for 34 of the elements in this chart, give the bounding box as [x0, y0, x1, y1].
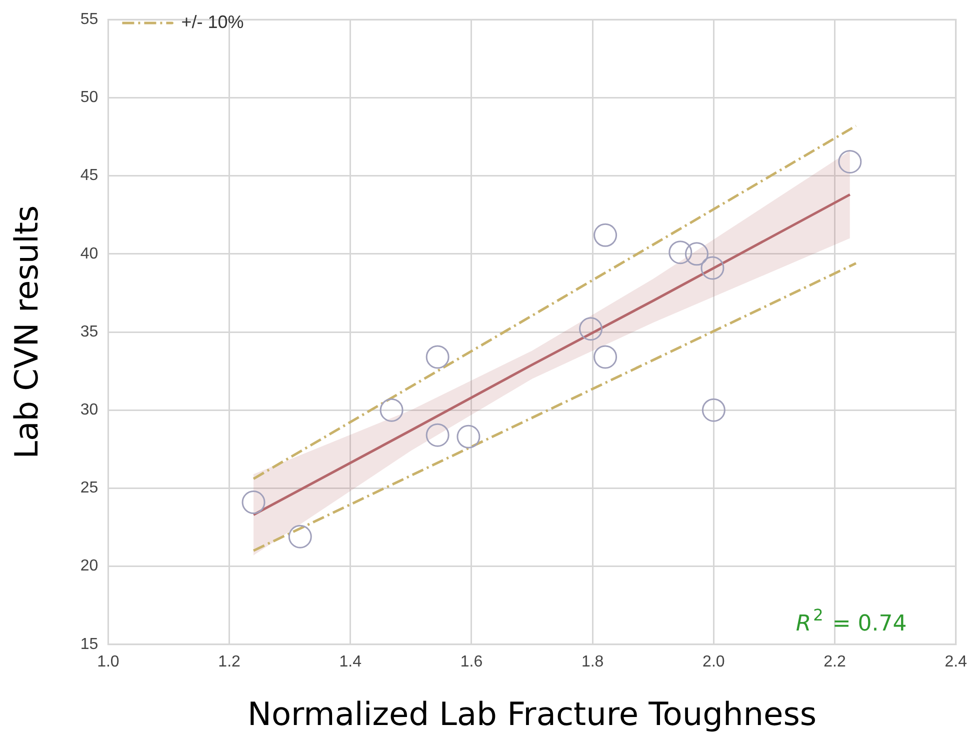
point — [668, 240, 692, 264]
x-axis-title: Normalized Lab Fracture Toughness — [248, 695, 817, 734]
point — [594, 345, 618, 369]
point — [288, 524, 312, 548]
y-tick-label: 20 — [80, 558, 98, 575]
y-tick-label: 35 — [80, 323, 98, 340]
x-tick-label: 2.4 — [944, 653, 968, 670]
point — [456, 424, 480, 448]
point — [426, 423, 450, 447]
x-tick-label: 1.0 — [97, 653, 120, 670]
y-tick-label: 15 — [80, 636, 98, 653]
x-tick-label: 2.2 — [824, 653, 846, 670]
x-tick-label: 1.8 — [581, 653, 604, 670]
point — [684, 242, 708, 266]
x-tick-label: 1.2 — [218, 653, 241, 670]
point — [838, 150, 862, 174]
x-tick-label: 1.6 — [460, 653, 483, 670]
point — [702, 398, 726, 422]
y-tick-label: 50 — [80, 89, 98, 106]
point — [380, 398, 404, 422]
y-tick-label: 40 — [80, 245, 98, 262]
point — [242, 490, 266, 514]
y-tick-label: 25 — [80, 480, 98, 497]
y-tick-label: 45 — [80, 167, 98, 184]
point — [579, 317, 603, 341]
x-tick-label: 2.0 — [702, 653, 725, 670]
y-axis-title: Lab CVN results — [8, 205, 46, 459]
y-tick-label: 55 — [80, 11, 98, 28]
y-tick-label: 30 — [80, 402, 98, 419]
x-tick-label: 1.4 — [339, 653, 362, 670]
point — [700, 256, 724, 280]
legend-label: +/- 10% — [181, 12, 244, 32]
point — [426, 345, 450, 369]
point — [594, 223, 618, 247]
